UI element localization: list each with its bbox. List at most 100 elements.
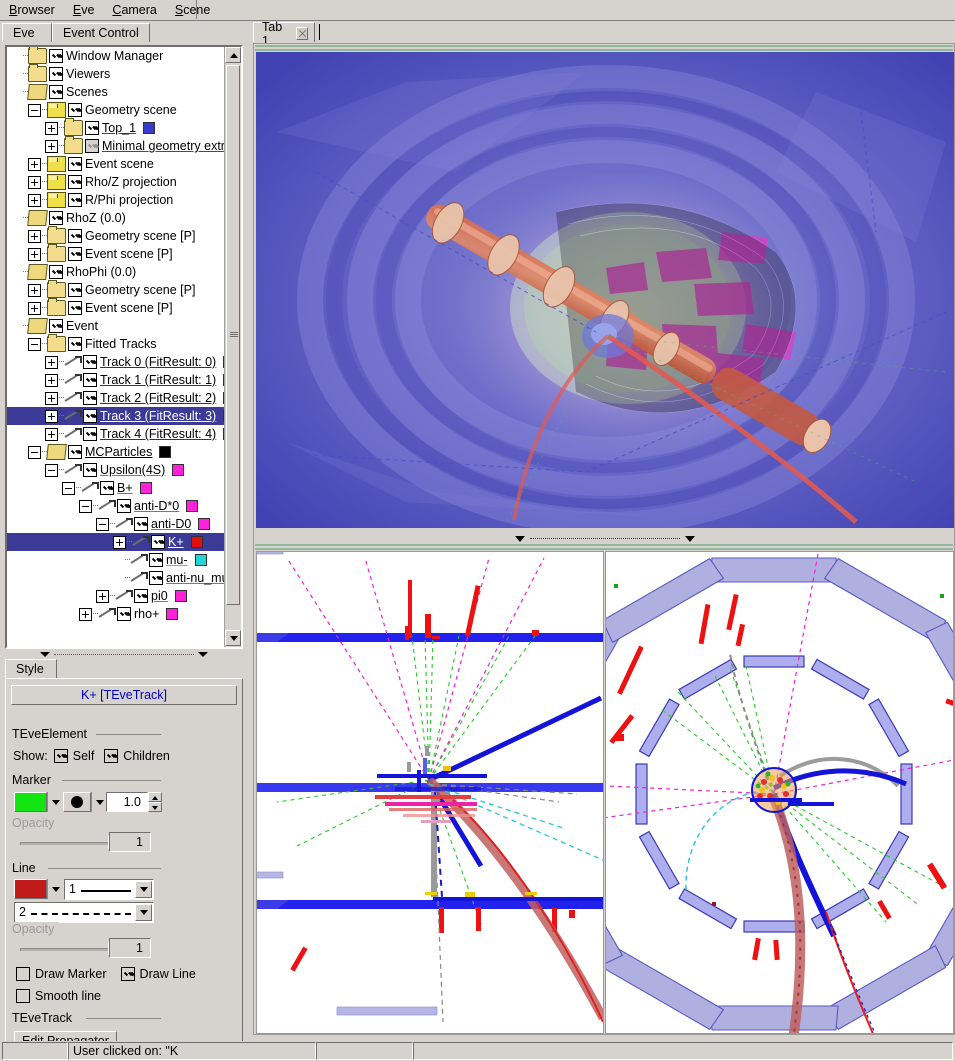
left-panel-splitter[interactable] <box>5 649 243 660</box>
expand-icon[interactable] <box>28 175 41 189</box>
collapse-icon[interactable] <box>45 463 58 477</box>
expand-icon[interactable] <box>79 607 92 621</box>
gl-viewer-rhoz[interactable] <box>256 551 604 1034</box>
tree-item-checkbox[interactable] <box>149 553 163 567</box>
tab-style[interactable]: Style <box>5 659 57 678</box>
tree-item-checkbox[interactable] <box>68 301 82 315</box>
marker-color-dropdown[interactable] <box>47 792 63 812</box>
collapse-icon[interactable] <box>96 517 109 531</box>
line-color-button[interactable] <box>14 879 47 899</box>
tree-item-checkbox[interactable] <box>68 283 82 297</box>
gl-viewer-rphi[interactable] <box>605 551 954 1034</box>
draw-marker-checkbox[interactable] <box>16 967 30 981</box>
collapse-icon[interactable] <box>28 337 41 351</box>
show-self-checkbox[interactable] <box>53 749 68 763</box>
tree-item-checkbox[interactable] <box>49 49 63 63</box>
stepper-down-icon[interactable] <box>148 802 162 812</box>
tree-item-rhophi-0-0[interactable]: RhoPhi (0.0) <box>7 263 225 281</box>
scroll-up-button[interactable] <box>225 47 241 63</box>
line-style-combo[interactable]: 2 <box>14 902 154 923</box>
tree-item-checkbox[interactable] <box>83 355 97 369</box>
expand-icon[interactable] <box>28 193 41 207</box>
tree-item-color-swatch[interactable] <box>143 122 156 134</box>
tree-item-color-swatch[interactable] <box>174 590 187 602</box>
expand-icon[interactable] <box>28 157 41 171</box>
viewport-horizontal-splitter[interactable] <box>256 533 954 544</box>
tree-item-event-scene-p[interactable]: Event scene [P] <box>7 298 225 317</box>
tree-item-mcparticles[interactable]: MCParticles <box>7 443 225 461</box>
tree-item-checkbox[interactable] <box>68 229 82 243</box>
tree-item-checkbox[interactable] <box>83 373 97 387</box>
scroll-down-button[interactable] <box>225 630 241 646</box>
tree-item-checkbox[interactable] <box>85 139 99 153</box>
tree-item-color-swatch[interactable] <box>166 608 179 620</box>
tree-item-track-4-fitresult-4[interactable]: Track 4 (FitResult: 4) <box>7 425 225 443</box>
tree-item-anti-d0[interactable]: anti-D0 <box>7 515 225 533</box>
tree-item-checkbox[interactable] <box>83 463 97 477</box>
tree-item-geometry-scene[interactable]: Geometry scene <box>7 101 225 119</box>
tree-item-checkbox[interactable] <box>49 319 63 333</box>
smooth-line-checkbox[interactable] <box>16 989 30 1003</box>
tree-item-checkbox[interactable] <box>149 571 163 585</box>
tree-item-color-swatch[interactable] <box>198 518 211 530</box>
tree-item-checkbox[interactable] <box>117 607 131 621</box>
marker-opacity-slider[interactable] <box>20 836 123 850</box>
expand-icon[interactable] <box>113 535 126 549</box>
tree-item-window-manager[interactable]: Window Manager <box>7 47 225 65</box>
tree-item-event-scene[interactable]: Event scene <box>7 155 225 173</box>
tree-item-checkbox[interactable] <box>117 499 131 513</box>
tree-item-r-phi-projection[interactable]: R/Phi projection <box>7 191 225 209</box>
tree-item-anti-d-0[interactable]: anti-D*0 <box>7 497 225 515</box>
tree-vertical-scrollbar[interactable] <box>224 47 241 647</box>
tree-item-top-1[interactable]: Top_1 <box>7 118 225 137</box>
tab-event-control[interactable]: Event Control <box>52 23 150 42</box>
expand-icon[interactable] <box>45 427 58 441</box>
tree-item-checkbox[interactable] <box>68 247 82 261</box>
line-opacity-slider[interactable] <box>20 942 123 956</box>
marker-color-button[interactable] <box>14 792 47 812</box>
tree-item-rho[interactable]: rho+ <box>7 605 225 623</box>
tree-item-mu[interactable]: mu- <box>7 551 225 569</box>
expand-icon[interactable] <box>28 301 41 315</box>
tree-item-track-0-fitresult-0[interactable]: Track 0 (FitResult: 0) <box>7 353 225 371</box>
show-children-checkbox[interactable] <box>104 749 119 763</box>
tree-item-checkbox[interactable] <box>68 103 82 117</box>
tree-item-checkbox[interactable] <box>134 589 148 603</box>
tab-eve[interactable]: Eve <box>2 23 52 42</box>
expand-icon[interactable] <box>28 229 41 243</box>
tree-item-geometry-scene-p[interactable]: Geometry scene [P] <box>7 280 225 299</box>
tree-item-rho-z-projection[interactable]: Rho/Z projection <box>7 173 225 191</box>
tree-item-checkbox[interactable] <box>83 409 97 423</box>
collapse-icon[interactable] <box>28 103 41 117</box>
tree-item-checkbox[interactable] <box>100 481 114 495</box>
tree-item-track-3-fitresult-3[interactable]: Track 3 (FitResult: 3) <box>7 407 225 425</box>
expand-icon[interactable] <box>45 373 58 387</box>
tree-item-checkbox[interactable] <box>68 337 82 351</box>
tree-item-checkbox[interactable] <box>68 193 82 207</box>
tree-item-checkbox[interactable] <box>68 445 82 459</box>
marker-size-input[interactable]: 1.0 <box>106 792 148 812</box>
tree-item-event[interactable]: Event <box>7 317 225 335</box>
tree-item-checkbox[interactable] <box>83 391 97 405</box>
gl-viewer-3d[interactable] <box>256 52 954 528</box>
tree-item-checkbox[interactable] <box>68 157 82 171</box>
menu-eve[interactable]: Eve <box>64 1 104 19</box>
menu-browser[interactable]: Browser <box>0 1 64 19</box>
tree-item-checkbox[interactable] <box>49 265 63 279</box>
tree-item-geometry-scene-p[interactable]: Geometry scene [P] <box>7 226 225 245</box>
collapse-icon[interactable] <box>28 445 41 459</box>
menu-scene[interactable]: Scene <box>166 1 219 19</box>
tree-item-pi0[interactable]: pi0 <box>7 587 225 605</box>
tree-item-rhoz-0-0[interactable]: RhoZ (0.0) <box>7 209 225 227</box>
line-width-dropdown-button[interactable] <box>135 881 152 898</box>
collapse-icon[interactable] <box>62 481 75 495</box>
line-style-dropdown-button[interactable] <box>135 904 152 921</box>
expand-icon[interactable] <box>45 409 58 423</box>
expand-icon[interactable] <box>45 355 58 369</box>
tree-item-track-1-fitresult-1[interactable]: Track 1 (FitResult: 1) <box>7 371 225 389</box>
expand-icon[interactable] <box>45 121 58 135</box>
menu-camera[interactable]: Camera <box>103 1 165 19</box>
marker-size-stepper[interactable] <box>148 792 162 812</box>
object-title-button[interactable]: K+ [TEveTrack] <box>11 685 237 705</box>
tree-item-checkbox[interactable] <box>68 175 82 189</box>
